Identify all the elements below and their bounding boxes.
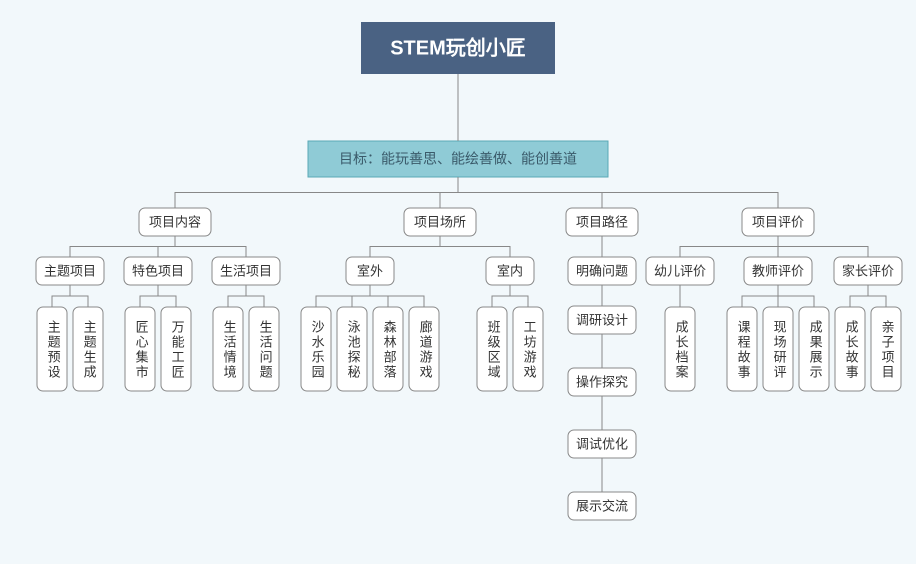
svg-text:主题项目: 主题项目 bbox=[44, 263, 96, 278]
branch-3-child-1: 教师评价 bbox=[744, 257, 812, 285]
leaf-1-0-2: 森林部落 bbox=[373, 307, 403, 391]
leaf-3-2-0: 成长故事 bbox=[835, 307, 865, 391]
svg-text:成长档案: 成长档案 bbox=[674, 320, 689, 380]
svg-text:主题生成: 主题生成 bbox=[82, 320, 97, 380]
leaf-0-1-1: 万能工匠 bbox=[161, 307, 191, 391]
leaf-1-0-1: 泳池探秘 bbox=[337, 307, 367, 391]
branch-1-child-0: 室外 bbox=[346, 257, 394, 285]
leaf-1-1-1: 工坊游戏 bbox=[513, 307, 543, 391]
svg-text:万能工匠: 万能工匠 bbox=[170, 320, 185, 380]
svg-text:特色项目: 特色项目 bbox=[132, 263, 184, 278]
svg-text:项目内容: 项目内容 bbox=[149, 214, 201, 229]
svg-text:工坊游戏: 工坊游戏 bbox=[522, 320, 537, 380]
svg-text:STEM玩创小匠: STEM玩创小匠 bbox=[390, 35, 526, 59]
svg-text:幼儿评价: 幼儿评价 bbox=[654, 263, 706, 278]
chain-2-2: 操作探究 bbox=[568, 368, 636, 396]
branch-3-child-0: 幼儿评价 bbox=[646, 257, 714, 285]
svg-text:生活问题: 生活问题 bbox=[258, 320, 273, 380]
leaf-3-0-0: 成长档案 bbox=[665, 307, 695, 391]
branch-1-child-1: 室内 bbox=[486, 257, 534, 285]
leaf-3-1-0: 课程故事 bbox=[727, 307, 757, 391]
branch-3-child-2: 家长评价 bbox=[834, 257, 902, 285]
leaf-0-2-0: 生活情境 bbox=[213, 307, 243, 391]
tree-diagram: STEM玩创小匠目标：能玩善思、能绘善做、能创善道项目内容主题项目主题预设 主题生… bbox=[0, 0, 916, 564]
chain-2-1: 调研设计 bbox=[568, 306, 636, 334]
leaf-1-0-0: 沙水乐园 bbox=[301, 307, 331, 391]
svg-text:廊道游戏: 廊道游戏 bbox=[418, 319, 433, 380]
branch-1: 项目场所 bbox=[404, 208, 476, 236]
svg-text:调试优化: 调试优化 bbox=[576, 436, 628, 451]
svg-text:现场研评: 现场研评 bbox=[772, 320, 787, 380]
leaf-0-0-1: 主题生成 bbox=[73, 307, 103, 391]
svg-text:室外: 室外 bbox=[357, 263, 383, 278]
leaf-3-1-2: 成果展示 bbox=[799, 307, 829, 391]
svg-text:室内: 室内 bbox=[497, 263, 523, 278]
svg-text:森林部落: 森林部落 bbox=[382, 320, 397, 380]
svg-text:调研设计: 调研设计 bbox=[576, 312, 628, 327]
svg-text:项目场所: 项目场所 bbox=[414, 214, 466, 229]
branch-3: 项目评价 bbox=[742, 208, 814, 236]
svg-text:班级区域: 班级区域 bbox=[486, 320, 501, 380]
leaf-3-2-1: 亲子项目 bbox=[871, 307, 901, 391]
branch-0-child-0: 主题项目 bbox=[36, 257, 104, 285]
branch-0-child-1: 特色项目 bbox=[124, 257, 192, 285]
branch-0-child-2: 生活项目 bbox=[212, 257, 280, 285]
goal-node: 目标：能玩善思、能绘善做、能创善道 bbox=[308, 141, 608, 177]
svg-text:课程故事: 课程故事 bbox=[736, 320, 751, 380]
svg-text:主题预设: 主题预设 bbox=[46, 320, 61, 380]
leaf-1-1-0: 班级区域 bbox=[477, 307, 507, 391]
svg-text:家长评价: 家长评价 bbox=[842, 263, 894, 278]
svg-text:生活情境: 生活情境 bbox=[222, 320, 237, 380]
svg-text:明确问题: 明确问题 bbox=[576, 263, 628, 278]
chain-2-0: 明确问题 bbox=[568, 257, 636, 285]
svg-text:成长故事: 成长故事 bbox=[844, 320, 859, 380]
svg-text:项目评价: 项目评价 bbox=[752, 214, 804, 229]
leaf-1-0-3: 廊道游戏 bbox=[409, 307, 439, 391]
chain-2-4: 展示交流 bbox=[568, 492, 636, 520]
svg-text:生活项目: 生活项目 bbox=[220, 263, 272, 278]
chain-2-3: 调试优化 bbox=[568, 430, 636, 458]
svg-text:目标：能玩善思、能绘善做、能创善道: 目标：能玩善思、能绘善做、能创善道 bbox=[339, 151, 577, 167]
leaf-0-0-0: 主题预设 bbox=[37, 307, 67, 391]
svg-text:沙水乐园: 沙水乐园 bbox=[310, 320, 325, 380]
root-node: STEM玩创小匠 bbox=[361, 22, 555, 74]
svg-text:教师评价: 教师评价 bbox=[752, 263, 804, 278]
leaf-0-2-1: 生活问题 bbox=[249, 307, 279, 391]
svg-text:泳池探秘: 泳池探秘 bbox=[346, 320, 361, 380]
svg-text:匠心集市: 匠心集市 bbox=[134, 320, 149, 380]
branch-2: 项目路径 bbox=[566, 208, 638, 236]
leaf-3-1-1: 现场研评 bbox=[763, 307, 793, 391]
branch-0: 项目内容 bbox=[139, 208, 211, 236]
leaf-0-1-0: 匠心集市 bbox=[125, 307, 155, 391]
svg-text:成果展示: 成果展示 bbox=[808, 320, 823, 380]
svg-text:亲子项目: 亲子项目 bbox=[880, 320, 895, 380]
svg-text:项目路径: 项目路径 bbox=[576, 214, 628, 229]
svg-text:操作探究: 操作探究 bbox=[576, 374, 628, 389]
svg-text:展示交流: 展示交流 bbox=[576, 498, 628, 513]
